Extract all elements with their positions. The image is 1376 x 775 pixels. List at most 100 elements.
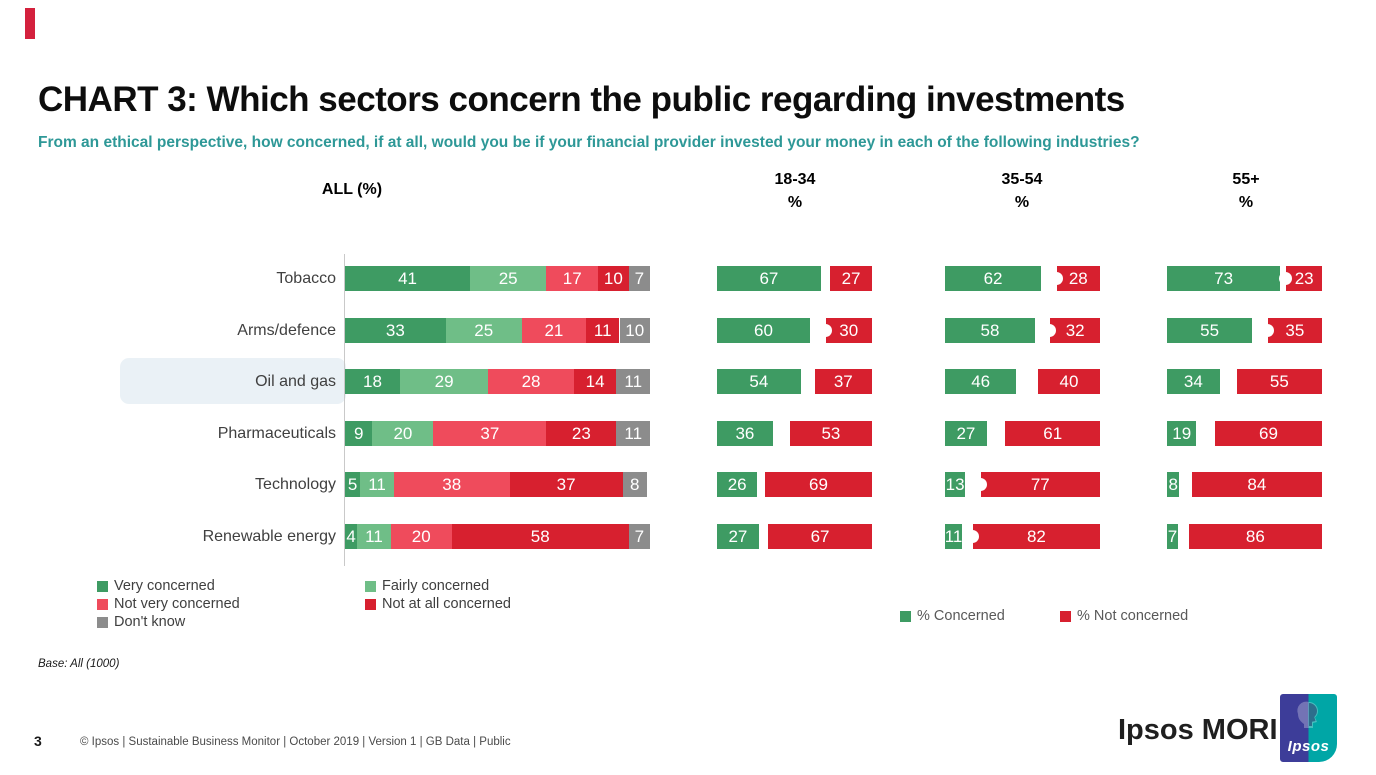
not-concerned-bar: 77 xyxy=(980,472,1100,497)
bar-segment: 20 xyxy=(390,523,452,549)
not-concerned-bar-value: 53 xyxy=(821,423,841,443)
not-concerned-bar: 35 xyxy=(1267,317,1322,343)
category-label: Arms/defence xyxy=(40,318,336,343)
legend-label: Not very concerned xyxy=(114,596,240,612)
bar-segment: 11 xyxy=(360,472,394,497)
junction-notch xyxy=(1043,323,1057,337)
category-label-value: Pharmaceuticals xyxy=(217,424,336,442)
legend-label: Very concerned xyxy=(114,578,215,594)
bar-segment: 5 xyxy=(345,472,361,497)
ipsos-mori-wordmark: Ipsos MORI xyxy=(1118,714,1278,746)
bar-segment: 17 xyxy=(546,266,599,291)
top-left-accent-bar xyxy=(25,8,35,39)
bar-segment-value: 29 xyxy=(434,372,454,391)
base-note: Base: All (1000) xyxy=(38,658,120,670)
bar-segment: 29 xyxy=(399,369,489,394)
bar-segment: 37 xyxy=(433,420,547,446)
concerned-bar-value: 67 xyxy=(759,269,779,288)
bar-segment: 8 xyxy=(622,472,647,497)
percent-sign-label: % xyxy=(787,194,803,211)
not-concerned-bar-value: 84 xyxy=(1247,475,1267,494)
percent-sign-label: % xyxy=(1014,194,1030,211)
percent-sign-label: % xyxy=(1238,194,1254,211)
bar-segment: 58 xyxy=(451,523,629,549)
bar-segment-value: 58 xyxy=(530,526,550,546)
category-label: Tobacco xyxy=(40,266,336,291)
age-column-header: 35-54% xyxy=(942,168,1102,214)
legend-item: Not very concerned xyxy=(97,596,240,612)
bar-segment-value: 11 xyxy=(624,423,643,443)
legend-item: Very concerned xyxy=(97,578,215,594)
not-concerned-bar: 61 xyxy=(1005,420,1100,446)
concerned-bar: 34 xyxy=(1167,369,1220,394)
legend-item: Fairly concerned xyxy=(365,578,489,594)
not-concerned-bar: 82 xyxy=(972,523,1100,549)
concerned-bar-value: 46 xyxy=(971,372,991,391)
bar-segment: 11 xyxy=(616,420,650,446)
face-silhouette-icon xyxy=(1296,701,1318,728)
bar-segment-value: 18 xyxy=(362,372,382,391)
category-label: Oil and gas xyxy=(40,369,336,394)
category-label-value: Renewable energy xyxy=(202,527,336,545)
bar-segment-value: 11 xyxy=(368,475,386,494)
axis-line xyxy=(344,254,345,566)
page-number: 3 xyxy=(34,733,42,749)
not-concerned-bar: 23 xyxy=(1286,266,1322,291)
junction-notch xyxy=(973,478,987,491)
junction-notch xyxy=(1260,323,1274,337)
bar-segment: 18 xyxy=(345,369,400,394)
bar-segment-value: 17 xyxy=(562,269,582,288)
category-label: Pharmaceuticals xyxy=(40,421,336,446)
bar-segment-value: 11 xyxy=(365,526,383,546)
concerned-bar-value: 34 xyxy=(1183,372,1203,391)
concerned-bar-value: 55 xyxy=(1200,320,1220,340)
category-label-value: Tobacco xyxy=(276,270,336,287)
concerned-bar-value: 7 xyxy=(1167,526,1178,546)
concerned-bar: 7 xyxy=(1167,523,1178,549)
concerned-bar: 55 xyxy=(1167,317,1253,343)
not-concerned-bar-value: 40 xyxy=(1059,372,1079,391)
not-concerned-bar: 55 xyxy=(1236,369,1322,394)
bar-segment-value: 33 xyxy=(385,320,405,340)
bar-segment: 28 xyxy=(488,369,574,394)
bar-segment: 9 xyxy=(345,420,373,446)
bar-segment-value: 11 xyxy=(624,372,643,391)
bar-segment-value: 25 xyxy=(498,269,518,288)
category-label: Renewable energy xyxy=(40,524,336,549)
footer-text: © Ipsos | Sustainable Business Monitor |… xyxy=(80,736,511,748)
bar-segment: 37 xyxy=(509,472,623,497)
bar-segment-value: 23 xyxy=(571,423,591,443)
bar-segment-value: 38 xyxy=(442,475,462,494)
not-concerned-bar-value: 69 xyxy=(1259,423,1278,443)
legend-swatch xyxy=(900,610,911,622)
bar-segment: 7 xyxy=(628,266,650,291)
bar-segment: 7 xyxy=(628,523,650,549)
concerned-bar-value: 58 xyxy=(980,320,1000,340)
age-range-label: 35-54 xyxy=(1001,171,1043,188)
category-label: Technology xyxy=(40,472,336,497)
concerned-bar: 8 xyxy=(1167,472,1180,497)
bar-segment-value: 20 xyxy=(411,526,431,546)
concerned-bar-value: 60 xyxy=(754,320,773,340)
junction-notch xyxy=(1279,272,1293,285)
concerned-bar: 46 xyxy=(945,369,1017,394)
bar-segment: 21 xyxy=(521,317,586,343)
concerned-bar-value: 26 xyxy=(727,475,747,494)
not-concerned-bar-value: 55 xyxy=(1269,372,1289,391)
bar-segment: 10 xyxy=(619,317,650,343)
not-concerned-bar: 30 xyxy=(825,317,872,343)
bar-segment: 10 xyxy=(598,266,629,291)
not-concerned-bar-value: 30 xyxy=(839,320,859,340)
page-subtitle: From an ethical perspective, how concern… xyxy=(38,134,1140,151)
all-column-header: ALL (%) xyxy=(321,181,383,198)
concerned-bar: 62 xyxy=(945,266,1042,291)
category-label-value: Oil and gas xyxy=(255,373,336,390)
legend-item: % Not concerned xyxy=(1060,608,1188,624)
legend-swatch xyxy=(97,580,108,592)
concerned-bar: 73 xyxy=(1167,266,1281,291)
legend-label: Don't know xyxy=(114,614,186,630)
not-concerned-bar-value: 27 xyxy=(841,269,861,288)
junction-notch xyxy=(965,529,979,543)
not-concerned-bar-value: 32 xyxy=(1065,320,1085,340)
not-concerned-bar: 40 xyxy=(1038,369,1100,394)
